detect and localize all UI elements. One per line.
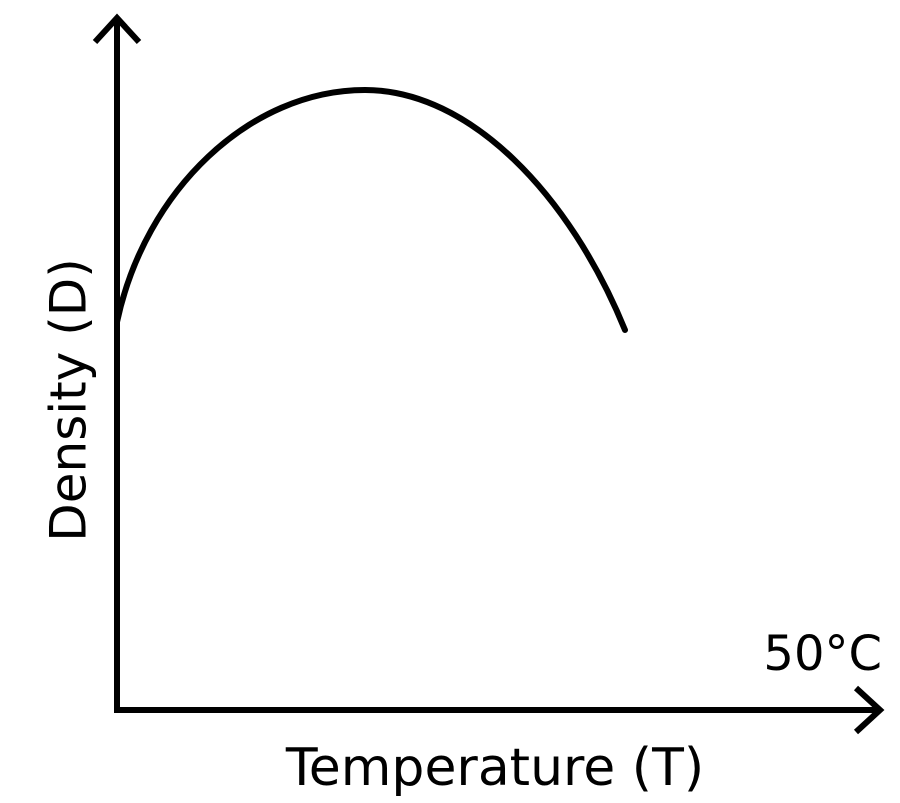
x-axis-label: Temperature (T) bbox=[285, 738, 704, 798]
y-axis-label: Density (D) bbox=[40, 258, 98, 542]
density-curve bbox=[114, 86, 628, 333]
x-axis-arrow bbox=[853, 685, 885, 735]
temperature-annotation: 50°C bbox=[763, 626, 882, 682]
y-axis-arrow bbox=[92, 13, 142, 45]
